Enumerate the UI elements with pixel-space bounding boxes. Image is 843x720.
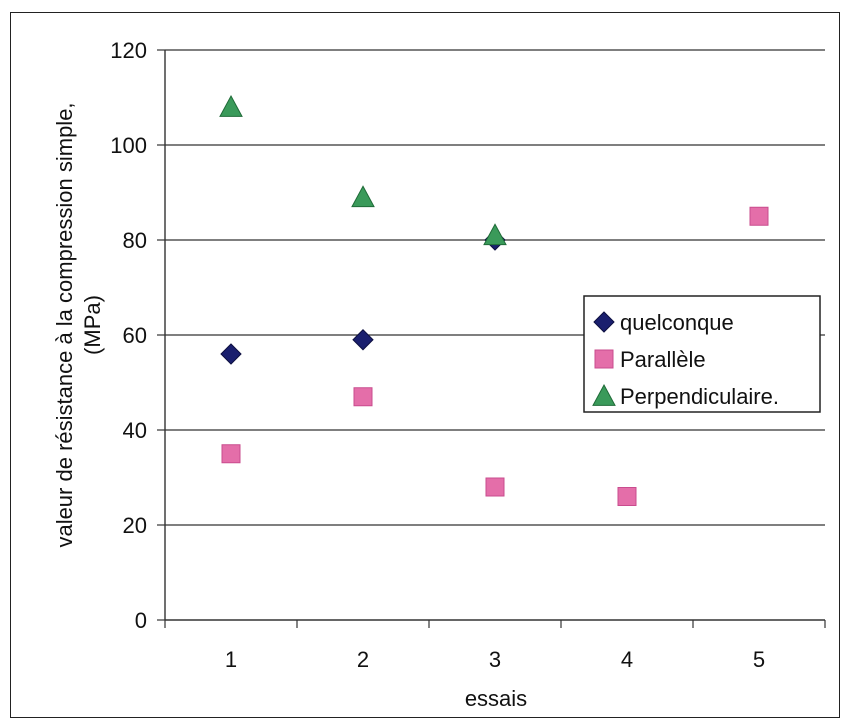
legend-label-2: Parallèle: [620, 347, 706, 372]
x-tick-label-3: 3: [489, 647, 501, 672]
legend-marker-triangle: [592, 383, 616, 406]
point-square-2: [353, 387, 373, 407]
point-triangle-1: [219, 94, 243, 117]
axes: [157, 49, 826, 628]
point-square-1: [221, 444, 241, 464]
x-axis-title: essais: [465, 686, 527, 711]
y-tick-label-0: 0: [135, 608, 147, 633]
point-square-4: [617, 487, 637, 506]
x-tick-label-4: 4: [621, 647, 633, 672]
legend-marker-diamond: [593, 311, 615, 333]
point-square-5: [749, 206, 769, 226]
y-tick-label-80: 80: [123, 228, 147, 253]
y-tick-label-120: 120: [110, 38, 147, 63]
legend-label-1: quelconque: [620, 310, 734, 335]
legend-box: [583, 295, 821, 413]
point-diamond-2: [352, 329, 374, 351]
legend: quelconque Parallèle Perpendiculaire.: [583, 295, 821, 413]
tick-labels: 0 20 40 60 80 100 120 1 2 3 4 5: [110, 38, 765, 672]
point-diamond-1: [220, 343, 242, 365]
y-tick-label-20: 20: [123, 513, 147, 538]
data-points: [219, 94, 769, 506]
x-tick-label-5: 5: [753, 647, 765, 672]
y-axis-title: valeur de résistance à la compression si…: [52, 102, 105, 547]
y-axis-title-line-1: valeur de résistance à la compression si…: [52, 102, 77, 547]
point-triangle-3: [483, 223, 507, 246]
point-triangle-2: [351, 185, 375, 208]
y-tick-label-40: 40: [123, 418, 147, 443]
y-axis-title-line-2: (MPa): [80, 295, 105, 355]
x-tick-label-2: 2: [357, 647, 369, 672]
y-tick-label-60: 60: [123, 323, 147, 348]
point-square-3: [485, 477, 505, 497]
x-tick-label-1: 1: [225, 647, 237, 672]
legend-marker-square: [594, 349, 614, 369]
gridlines: [165, 49, 825, 526]
y-tick-label-100: 100: [110, 133, 147, 158]
legend-label-3: Perpendiculaire.: [620, 384, 779, 409]
